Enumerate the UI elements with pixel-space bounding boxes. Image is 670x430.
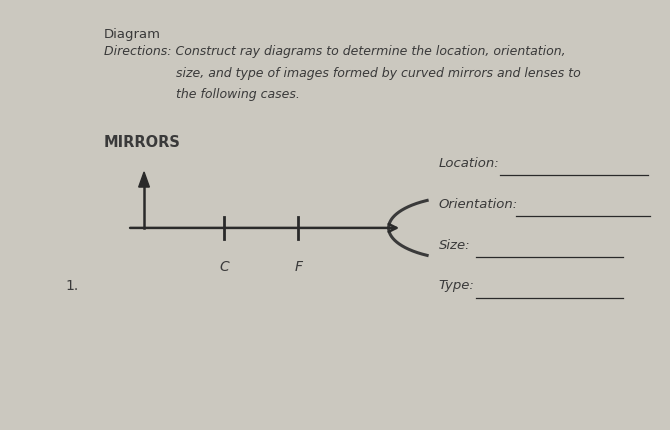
- Text: 1.: 1.: [66, 279, 79, 293]
- Polygon shape: [139, 172, 149, 187]
- Text: Diagram: Diagram: [104, 28, 161, 41]
- Text: F: F: [294, 260, 302, 274]
- Text: MIRRORS: MIRRORS: [104, 135, 181, 150]
- Text: the following cases.: the following cases.: [104, 88, 299, 101]
- Text: size, and type of images formed by curved mirrors and lenses to: size, and type of images formed by curve…: [104, 67, 581, 80]
- Text: Orientation:: Orientation:: [439, 198, 518, 211]
- Text: Type:: Type:: [439, 280, 475, 292]
- Text: C: C: [220, 260, 229, 274]
- Text: Size:: Size:: [439, 239, 470, 252]
- Text: Location:: Location:: [439, 157, 500, 170]
- Text: Directions: Construct ray diagrams to determine the location, orientation,: Directions: Construct ray diagrams to de…: [104, 45, 565, 58]
